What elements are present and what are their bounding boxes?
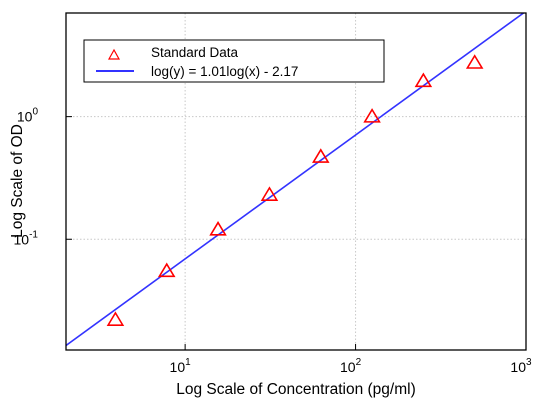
legend-box (83, 39, 385, 83)
legend-label-fit: log(y) = 1.01log(x) - 2.17 (151, 64, 298, 79)
data-point (312, 148, 330, 163)
data-point (106, 311, 125, 326)
fit-line (66, 13, 525, 347)
data-point (414, 72, 433, 88)
data-point (157, 262, 176, 278)
fit-line-layer (66, 13, 525, 347)
legend-marker-triangle (107, 48, 121, 60)
ticks: 101 102 103 10-1 100 (14, 107, 532, 375)
y-tick-label: 100 (17, 107, 39, 125)
x-tick-label: 101 (170, 357, 192, 375)
data-point (465, 54, 484, 69)
legend-label-data: Standard Data (151, 45, 239, 60)
x-tick-label: 102 (340, 357, 362, 375)
plot-frame (65, 12, 527, 351)
data-markers (106, 54, 484, 326)
y-axis-label: Log Scale of OD (9, 124, 26, 238)
data-point (260, 186, 279, 201)
data-point (209, 220, 227, 236)
x-axis-label: Log Scale of Concentration (pg/ml) (176, 381, 416, 398)
x-tick-label: 103 (510, 357, 532, 375)
legend: Standard Data log(y) = 1.01log(x) - 2.17 (83, 39, 385, 83)
data-point (363, 108, 381, 123)
y-tick-label: 10-1 (14, 229, 39, 247)
